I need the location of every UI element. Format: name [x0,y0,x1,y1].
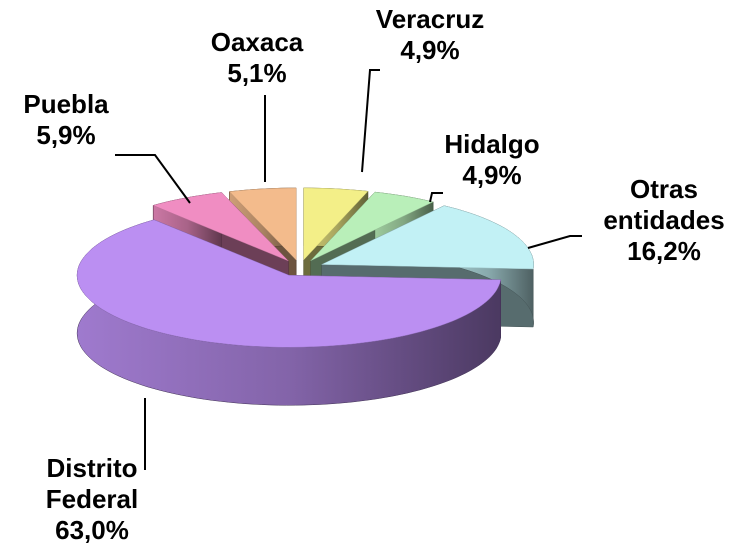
category-label: Oaxaca [210,27,304,57]
category-label: Distrito Federal [45,453,139,514]
leader-line [361,69,380,173]
category-label: Puebla [23,89,109,119]
slice-label: Oaxaca 5,1% [182,27,332,89]
category-label: Hidalgo [444,129,540,159]
value-label: 16,2% [627,236,701,266]
leader-line [115,154,191,204]
category-label: Otras entidades [603,174,725,235]
slice-top [228,187,297,261]
slice-label: Veracruz 4,9% [350,4,510,66]
slice [76,219,502,406]
slice-top [76,219,502,348]
slice-label: Distrito Federal 63,0% [27,453,157,546]
leader-line [527,235,582,249]
slice-top [321,205,534,270]
value-label: 5,1% [227,58,287,88]
slice-label: Puebla 5,9% [0,89,141,151]
slice-label: Otras entidades 16,2% [584,174,744,267]
slice-label: Hidalgo 4,9% [417,129,567,191]
value-label: 4,9% [400,35,460,65]
slice-top [303,187,369,261]
slice-top [310,191,434,261]
category-label: Veracruz [375,4,485,34]
value-label: 4,9% [462,160,522,190]
leader-line [429,192,443,203]
value-label: 5,9% [36,120,96,150]
value-label: 63,0% [55,515,129,545]
